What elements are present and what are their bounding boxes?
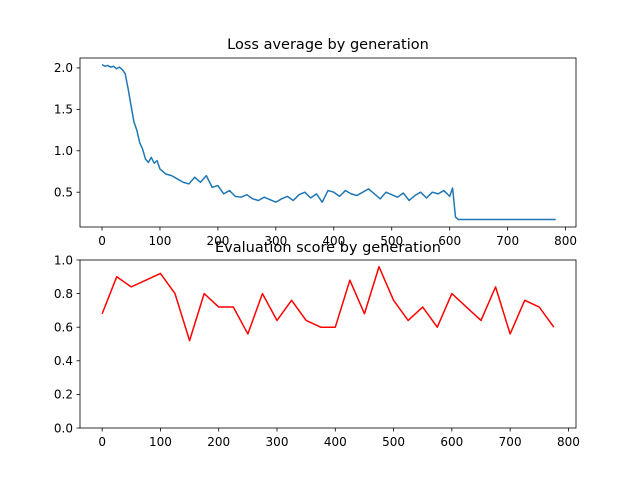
x-tick-label: 500: [382, 435, 405, 449]
y-tick-label: 1.5: [54, 103, 73, 117]
x-tick-label: 600: [438, 234, 461, 248]
axes-frame: [79, 259, 577, 429]
loss-chart: 0 100 200 300 400 500 600 700 800 0.5 1.0 1.5 2.0 Los…: [54, 37, 577, 248]
x-tick-label: 300: [266, 435, 289, 449]
x-tick-label: 600: [440, 435, 463, 449]
x-tick-label: 100: [149, 435, 172, 449]
axes-frame: [79, 57, 577, 228]
x-tick-label: 400: [322, 234, 345, 248]
y-tick-label: 0.8: [54, 287, 73, 301]
y-tick-label: 2.0: [54, 61, 73, 75]
series-line-0: [101, 63, 556, 221]
x-tick-label: 0: [98, 435, 106, 449]
x-tick-label: 200: [207, 435, 230, 449]
y-tick-label: 0.6: [54, 321, 73, 335]
chart-title: Loss average by generation: [227, 37, 429, 53]
y-tick-label: 0.0: [54, 421, 73, 435]
y-tick-label: 0.5: [54, 186, 73, 200]
x-tick-label: 100: [149, 234, 172, 248]
x-tick-label: 200: [206, 234, 229, 248]
x-tick-label: 800: [554, 234, 577, 248]
x-tick-label: 500: [380, 234, 403, 248]
x-tick-label: 0: [98, 234, 106, 248]
x-tick-label: 800: [557, 435, 580, 449]
x-tick-label: 300: [264, 234, 287, 248]
x-tick-label: 700: [496, 234, 519, 248]
y-tick-label: 1.0: [54, 253, 73, 267]
chart-title: Evaluation score by generation: [215, 240, 441, 256]
y-tick-label: 0.4: [54, 354, 73, 368]
x-tick-label: 400: [324, 435, 347, 449]
evaluation-chart: 0 100 200 300 400 500 600 700 800 0.0 0.2 0.4 0.6 0.8…: [54, 240, 580, 449]
y-tick-label: 0.2: [54, 388, 73, 402]
series-line-0: [101, 265, 555, 342]
y-tick-label: 1.0: [54, 144, 73, 158]
x-tick-label: 700: [499, 435, 522, 449]
